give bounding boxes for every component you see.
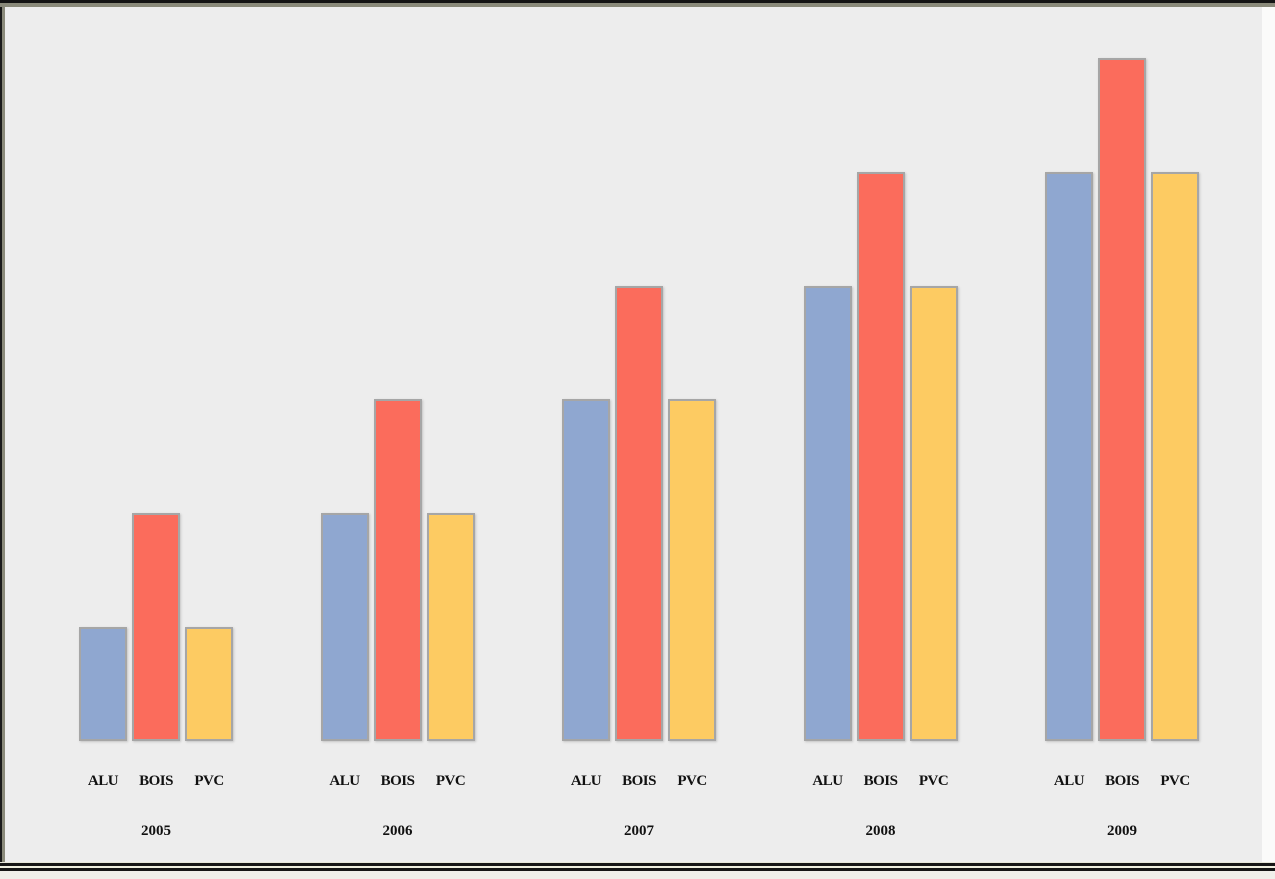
frame-top-outer-border (0, 0, 1275, 3)
frame-bottom-cream-line (0, 862, 1275, 863)
series-labels-row: ALU BOIS PVC (1045, 773, 1199, 790)
series-label-pvc: PVC (1160, 773, 1190, 789)
category-label-2006: 2006 (382, 823, 413, 839)
category-label-2007: 2007 (624, 823, 654, 839)
series-label-alu: ALU (329, 773, 360, 789)
bars-row (803, 58, 958, 741)
series-label-bois: BOIS (380, 773, 415, 789)
bars-row (320, 58, 475, 741)
frame-bottom-gap-line (0, 866, 1275, 868)
bar-bois-2006[interactable] (373, 399, 422, 741)
bar-alu-2006[interactable] (320, 513, 369, 741)
series-label-pvc: PVC (435, 773, 466, 789)
series-label-bois: BOIS (622, 773, 656, 789)
bar-groups-container: ALU BOIS PVC 2005 ALU BOIS PVC 2006 ALU BOIS PVC 20… (79, 58, 1199, 862)
series-label-alu: ALU (1053, 773, 1085, 789)
bar-group-2008: ALU BOIS PVC 2008 (803, 58, 958, 862)
series-label-alu: ALU (812, 773, 843, 789)
series-labels-row: ALU BOIS PVC (321, 773, 475, 790)
bar-pvc-2007[interactable] (668, 399, 716, 741)
frame-bottom-outer-border (0, 863, 1275, 866)
frame-footer-strip (0, 871, 1275, 879)
bar-group-2006: ALU BOIS PVC 2006 (320, 58, 475, 862)
bars-row (1045, 58, 1199, 741)
series-label-bois: BOIS (863, 773, 898, 789)
frame-left-outer-border (0, 7, 2, 862)
bar-alu-2008[interactable] (803, 286, 852, 741)
frame-left-inner-border (2, 7, 5, 862)
series-label-pvc: PVC (677, 773, 707, 789)
series-label-bois: BOIS (139, 773, 173, 789)
bar-pvc-2008[interactable] (909, 286, 958, 741)
bar-group-2005: ALU BOIS PVC 2005 (79, 58, 233, 862)
series-label-alu: ALU (570, 773, 602, 789)
bar-chart-plot-area: ALU BOIS PVC 2005 ALU BOIS PVC 2006 ALU BOIS PVC 20… (5, 7, 1262, 862)
bar-group-2007: ALU BOIS PVC 2007 (562, 58, 716, 862)
bar-alu-2007[interactable] (562, 399, 610, 741)
bar-bois-2008[interactable] (856, 172, 905, 741)
series-labels-row: ALU BOIS PVC (804, 773, 958, 790)
frame-right-strip (1262, 7, 1275, 862)
series-label-pvc: PVC (194, 773, 224, 789)
bar-pvc-2009[interactable] (1151, 172, 1199, 741)
bar-alu-2005[interactable] (79, 627, 127, 741)
category-label-2008: 2008 (865, 823, 896, 839)
bar-alu-2009[interactable] (1045, 172, 1093, 741)
bar-pvc-2005[interactable] (185, 627, 233, 741)
bar-bois-2007[interactable] (615, 286, 663, 741)
category-label-2009: 2009 (1107, 823, 1137, 839)
bar-pvc-2006[interactable] (426, 513, 475, 741)
bar-bois-2005[interactable] (132, 513, 180, 741)
frame-top-inner-border (0, 3, 1275, 7)
series-label-pvc: PVC (918, 773, 949, 789)
category-label-2005: 2005 (141, 823, 171, 839)
series-label-alu: ALU (87, 773, 119, 789)
bar-bois-2009[interactable] (1098, 58, 1146, 741)
series-labels-row: ALU BOIS PVC (79, 773, 233, 790)
frame-bottom-inner-border (0, 868, 1275, 871)
bar-group-2009: ALU BOIS PVC 2009 (1045, 58, 1199, 862)
series-labels-row: ALU BOIS PVC (562, 773, 716, 790)
series-label-bois: BOIS (1105, 773, 1139, 789)
bars-row (79, 58, 233, 741)
bars-row (562, 58, 716, 741)
